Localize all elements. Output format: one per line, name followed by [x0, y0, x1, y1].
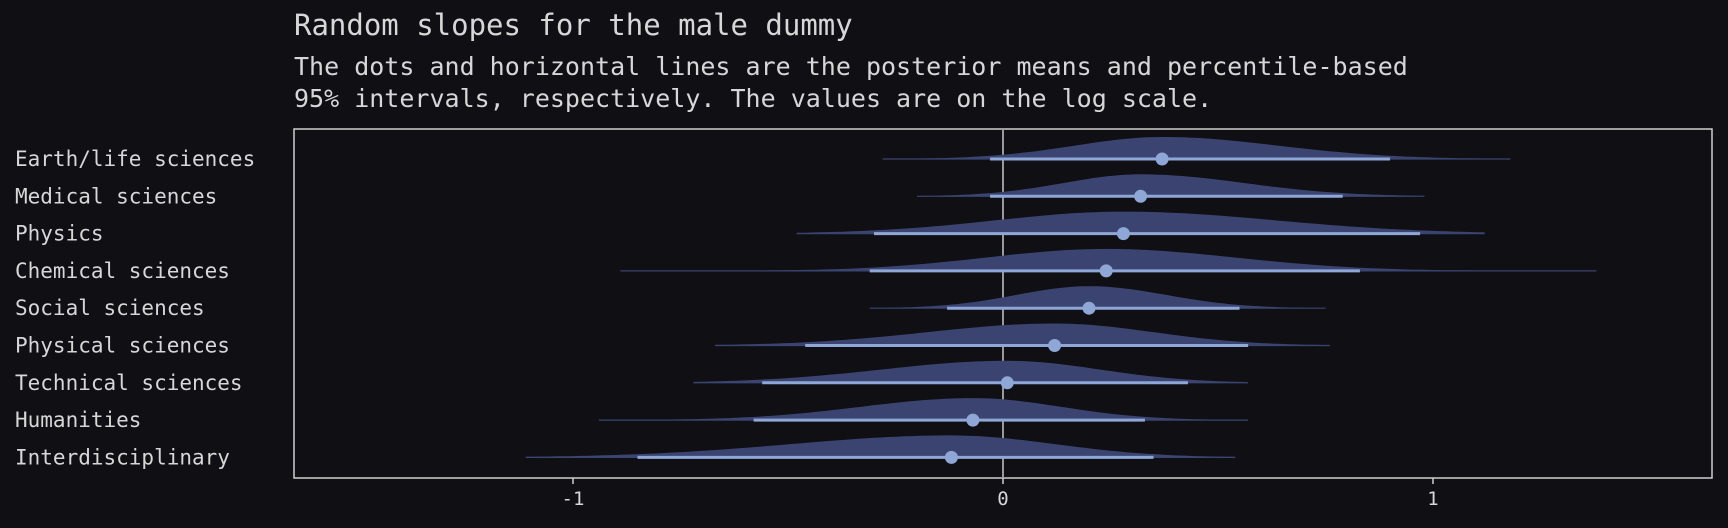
- chart-title: Random slopes for the male dummy: [294, 8, 853, 42]
- category-label: Physics: [15, 222, 104, 246]
- density-ridge: [714, 323, 1330, 346]
- density-ridge: [917, 174, 1425, 197]
- mean-point: [966, 413, 980, 427]
- density-ridge: [869, 286, 1326, 309]
- x-axis: -1 0 1: [562, 478, 1439, 510]
- density-ridge: [882, 137, 1511, 159]
- category-labels: Earth/life sciences Medical sciences Physi…: [15, 147, 255, 469]
- category-label: Earth/life sciences: [15, 147, 255, 171]
- mean-point: [944, 450, 958, 464]
- x-tick-label: 0: [997, 488, 1008, 510]
- category-label: Humanities: [15, 408, 141, 432]
- mean-point: [1116, 227, 1130, 241]
- mean-point: [1155, 152, 1169, 166]
- chart-subtitle-line-2: 95% intervals, respectively. The values …: [294, 84, 1212, 113]
- category-label: Social sciences: [15, 296, 205, 320]
- category-label: Technical sciences: [15, 371, 243, 395]
- density-ridge: [796, 211, 1485, 234]
- mean-point: [1099, 264, 1113, 278]
- chart-title-group: Random slopes for the male dummy The dot…: [294, 8, 1408, 113]
- category-label: Medical sciences: [15, 184, 217, 208]
- density-ridge: [598, 398, 1249, 421]
- density-ridge: [525, 435, 1236, 458]
- mean-point: [1082, 301, 1096, 315]
- density-ridge: [693, 360, 1249, 383]
- mean-point: [1000, 376, 1014, 390]
- density-ridge: [620, 248, 1597, 271]
- mean-point: [1048, 339, 1062, 352]
- mean-point: [1134, 189, 1148, 203]
- category-label: Chemical sciences: [15, 259, 230, 283]
- category-label: Physical sciences: [15, 334, 230, 358]
- chart-subtitle-line-1: The dots and horizontal lines are the po…: [294, 52, 1408, 81]
- x-tick-label: 1: [1427, 488, 1438, 510]
- x-tick-label: -1: [562, 488, 585, 510]
- category-label: Interdisciplinary: [15, 445, 230, 469]
- plot-area: [293, 128, 1713, 479]
